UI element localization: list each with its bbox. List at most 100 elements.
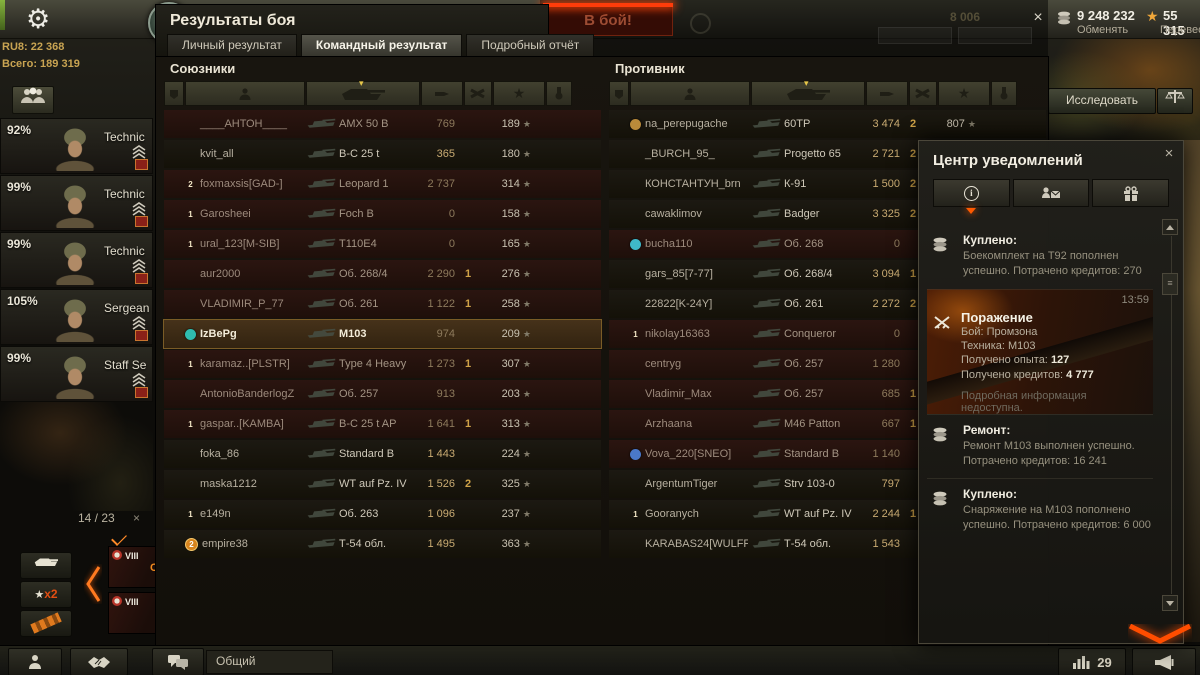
filter-vehicles-button[interactable] — [20, 552, 72, 579]
damage-value: 2 721 — [872, 148, 900, 160]
chat-button[interactable] — [152, 648, 204, 675]
result-tab[interactable]: Командный результат — [300, 34, 463, 57]
rank-column-icon[interactable] — [164, 81, 184, 106]
xp-column-icon[interactable]: ★ — [493, 81, 545, 106]
medal-column-icon[interactable] — [546, 81, 572, 106]
research-button[interactable]: Исследовать — [1048, 88, 1156, 114]
player-column-icon[interactable] — [630, 81, 750, 106]
chat-channel-tab[interactable]: Общий — [206, 650, 333, 674]
table-row[interactable]: maska1212 WT auf Pz. IV 1 526 2 325 ★ — [164, 470, 601, 498]
player-name: ArgentumTiger — [645, 478, 718, 490]
vehicle-column-icon[interactable]: ▾ — [306, 79, 420, 106]
collapse-chevron-icon[interactable] — [111, 530, 127, 546]
close-icon[interactable]: × — [1164, 145, 1174, 162]
scrollbar-track[interactable] — [1171, 236, 1172, 594]
crew-member-card[interactable]: 92% Technic — [0, 118, 153, 174]
player-badge: 1 — [185, 209, 196, 220]
scroll-down-button[interactable] — [1162, 595, 1178, 611]
crew-portrait — [43, 121, 107, 171]
notifications-button[interactable] — [1132, 648, 1196, 675]
damage-column-icon[interactable] — [421, 81, 463, 106]
carousel-prev-chevron[interactable] — [84, 564, 102, 607]
table-row[interactable]: 2 foxmaxsis[GAD-] Leopard 1 2 737 314 ★ — [164, 170, 601, 198]
kills-value: 2 — [909, 118, 917, 130]
damage-value: 3 474 — [872, 118, 900, 130]
battle-button[interactable]: В бой! — [543, 3, 673, 36]
damage-value: 0 — [893, 238, 900, 250]
notification-item[interactable]: Куплено: Снаряжение на М103 пополнено ус… — [927, 478, 1153, 543]
xp-star-icon: ★ — [522, 389, 531, 399]
session-stats-button[interactable]: 29 — [1058, 648, 1126, 675]
scrollbar-thumb[interactable]: ≡ — [1162, 273, 1178, 295]
notification-item[interactable]: Куплено: Боекомплект на Т92 пополнен усп… — [927, 225, 1153, 289]
battle-result-notification[interactable]: 13:59 Поражение Бой: Промзона Техника: М… — [927, 288, 1153, 414]
gold-value: 55 315 — [1163, 8, 1185, 38]
player-cell: AntonioBanderlogZ — [182, 388, 303, 400]
table-row[interactable]: 1 ural_123[M-SIB] T110E4 0 165 ★ — [164, 230, 601, 258]
notification-item[interactable]: Ремонт: Ремонт М103 выполнен успешно. По… — [927, 413, 1153, 479]
table-row[interactable]: aur2000 Об. 268/4 2 290 1 276 ★ — [164, 260, 601, 288]
tab-info[interactable]: i — [933, 179, 1010, 207]
table-row[interactable]: 2 empire38 Т-54 обл. 1 495 363 ★ — [164, 530, 601, 558]
contacts-button[interactable] — [70, 648, 128, 675]
close-icon[interactable]: × — [1033, 9, 1043, 26]
table-row[interactable]: 1 gaspar..[KAMBA] B-C 25 t AP 1 641 1 31… — [164, 410, 601, 438]
table-row[interactable]: 1 Garosheei Foch B 0 158 ★ — [164, 200, 601, 228]
vehicle-name: B-C 25 t AP — [339, 418, 397, 430]
result-tab[interactable]: Подробный отчёт — [466, 34, 595, 57]
kills-value: 2 — [909, 178, 917, 190]
xp-cell: 180 ★ — [481, 148, 531, 160]
player-badge: 1 — [185, 419, 196, 430]
tab-label: Личный результат — [182, 38, 282, 52]
xp-value: 363 — [501, 538, 520, 550]
kills-value: 1 — [464, 298, 472, 310]
player-cell: _BURCH_95_ — [627, 148, 748, 160]
total-credits-label: Всего: 189 319 — [2, 58, 80, 70]
compare-vehicles-button[interactable] — [1157, 88, 1193, 114]
vehicle-silhouette-icon — [303, 506, 339, 522]
table-row[interactable]: 1 e149n Об. 263 1 096 237 ★ — [164, 500, 601, 528]
table-row[interactable]: VLADIMIR_P_77 Об. 261 1 122 1 258 ★ — [164, 290, 601, 318]
profile-button[interactable] — [8, 648, 62, 675]
barracks-button[interactable] — [12, 86, 54, 114]
damage-value: 3 094 — [872, 268, 900, 280]
kills-column-icon[interactable] — [464, 81, 492, 106]
table-row[interactable]: 1 karamaz..[PLSTR] Type 4 Heavy 1 273 1 … — [164, 350, 601, 378]
crew-member-card[interactable]: 99% Technic — [0, 232, 153, 288]
player-name: IzBePg — [200, 328, 237, 340]
kills-column-icon[interactable] — [909, 81, 937, 106]
tab-gifts[interactable] — [1092, 179, 1170, 207]
result-tab[interactable]: Личный результат — [167, 34, 297, 57]
player-name: maska1212 — [200, 478, 257, 490]
medal-column-icon[interactable] — [991, 81, 1017, 106]
xp-cell: 224 ★ — [481, 448, 531, 460]
table-row[interactable]: foka_86 Standard B 1 443 224 ★ — [164, 440, 601, 468]
crew-member-card[interactable]: 99% Technic — [0, 175, 153, 231]
scroll-up-button[interactable] — [1162, 219, 1178, 235]
crew-member-card[interactable]: 105% Sergean — [0, 289, 153, 345]
rank-column-icon[interactable] — [609, 81, 629, 106]
table-row[interactable]: ____АНТОН____ AMX 50 B 769 189 ★ — [164, 110, 601, 138]
xp-value: 209 — [501, 328, 520, 340]
filter-clear-icon[interactable]: × — [133, 511, 141, 525]
sort-caret-icon: ▾ — [804, 78, 809, 88]
table-row[interactable]: na_perepugache 60TP 3 474 2 807 ★ — [609, 110, 1046, 138]
vehicle-name: Об. 268/4 — [339, 268, 388, 280]
settings-gear-icon[interactable]: ⚙ — [26, 4, 51, 34]
convert-link[interactable]: Перевести — [1160, 24, 1200, 36]
table-row[interactable]: IzBePg M103 974 209 ★ — [163, 319, 602, 349]
table-row[interactable]: AntonioBanderlogZ Об. 257 913 203 ★ — [164, 380, 601, 408]
crew-member-card[interactable]: 99% Staff Se — [0, 346, 153, 402]
xp-column-icon[interactable]: ★ — [938, 81, 990, 106]
damage-column-icon[interactable] — [866, 81, 908, 106]
notification-title: Куплено: — [963, 233, 1017, 247]
filter-x2-bonus-button[interactable]: ★x2 — [20, 581, 72, 608]
exchange-link[interactable]: Обменять — [1077, 24, 1129, 36]
player-name: cawaklimov — [645, 208, 702, 220]
vehicle-column-icon[interactable]: ▾ — [751, 78, 865, 106]
table-row[interactable]: kvit_all B-C 25 t 365 180 ★ — [164, 140, 601, 168]
player-column-icon[interactable] — [185, 81, 305, 106]
filter-ribbon-button[interactable] — [20, 610, 72, 637]
tab-messages[interactable] — [1012, 179, 1090, 207]
player-name: AntonioBanderlogZ — [200, 388, 295, 400]
